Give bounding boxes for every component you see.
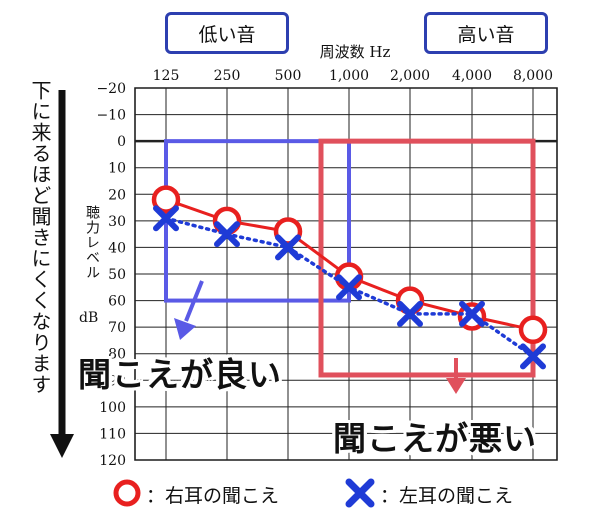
left-ear-series [153, 205, 546, 370]
y-tick-label: 30 [108, 214, 126, 230]
y-tick-label: −20 [96, 81, 126, 97]
poor-hearing-region [318, 138, 536, 378]
y-tick-label: 100 [99, 400, 126, 416]
annotation-arrows [174, 280, 466, 394]
left-ear-point [214, 221, 240, 248]
y-tick-label: 60 [108, 294, 126, 310]
high-tone-tag: 高い音 [424, 12, 548, 54]
hearing-level-unit: dB [79, 310, 99, 326]
y-tick-label: 120 [99, 453, 126, 469]
down-arrow-icon [50, 90, 74, 458]
legend-right-ear: ：右耳の聞こえ [146, 485, 280, 507]
y-tick-label: 70 [108, 320, 126, 336]
y-tick-label: 50 [108, 267, 126, 283]
x-tick-label: 4,000 [452, 68, 492, 84]
left-ear-point [275, 234, 301, 261]
good-arrow-shaft [184, 280, 204, 322]
poor-hearing-label: 聞こえが悪い [333, 419, 537, 458]
axis-ticks: 125 250 500 1,000 2,000 4,000 8,000 −20 −10 0 10 20… [96, 68, 553, 469]
y-tick-label: 40 [108, 240, 126, 256]
y-tick-label: 10 [108, 161, 126, 177]
y-tick-label: 80 [108, 347, 126, 363]
high-tone-label: 高い音 [457, 23, 515, 46]
good-hearing-label: 聞こえが良い [78, 355, 282, 394]
low-tone-tag: 低い音 [165, 12, 289, 54]
x-tick-label: 250 [214, 68, 241, 84]
y-tick-label: 110 [99, 426, 126, 442]
y-tick-label: 20 [108, 187, 126, 203]
hearing-level-title: 聴力レベル [84, 205, 100, 280]
y-tick-label: 90 [108, 373, 126, 389]
low-tone-label: 低い音 [198, 23, 256, 46]
right-ear-point [518, 315, 548, 345]
left-ear-cross-icon [345, 478, 375, 508]
legend-left-ear: ：左耳の聞こえ [380, 485, 514, 507]
x-tick-label: 8,000 [513, 68, 553, 84]
x-tick-label: 500 [275, 68, 302, 84]
left-ear-point [336, 274, 362, 301]
left-ear-point [520, 343, 546, 370]
y-tick-label: 0 [117, 134, 126, 150]
right-ear-point [151, 185, 181, 214]
left-ear-point [397, 300, 423, 327]
x-tick-label: 125 [153, 68, 180, 84]
x-tick-label: 2,000 [390, 68, 430, 84]
side-caption: 下に来るほど聞きにくくなります [28, 80, 52, 395]
right-ear-circle-icon [113, 479, 141, 507]
x-tick-label: 1,000 [329, 68, 369, 84]
good-arrow-head [174, 318, 196, 340]
left-ear-point [459, 300, 485, 327]
left-ear-point [153, 205, 179, 232]
frequency-axis-title: 周波数 Hz [319, 43, 391, 61]
poor-arrow-head [446, 378, 466, 394]
y-tick-label: −10 [96, 108, 126, 124]
